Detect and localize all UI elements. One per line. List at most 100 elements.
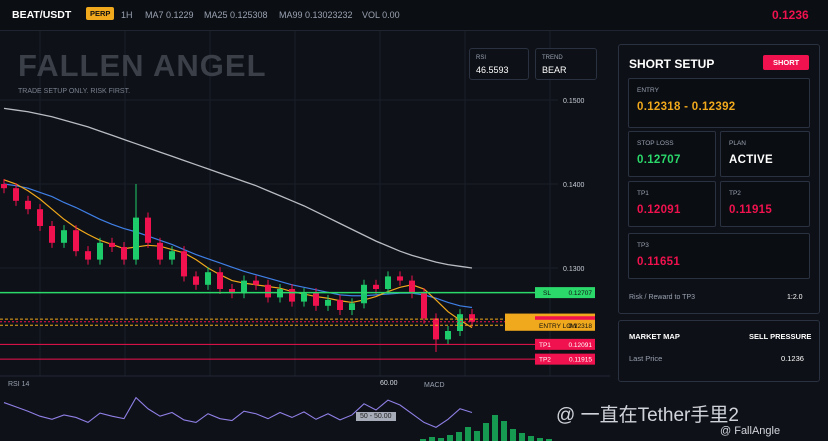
candle-body xyxy=(181,251,187,277)
candle-body xyxy=(217,272,223,289)
candle-body xyxy=(241,280,247,294)
candle-body xyxy=(301,293,307,302)
plan-box: PLAN ACTIVE xyxy=(720,131,810,177)
candle-body xyxy=(133,217,139,260)
subtitle: TRADE SETUP ONLY. RISK FIRST. xyxy=(18,88,131,95)
setup-title: SHORT SETUP xyxy=(629,57,715,71)
value: ACTIVE xyxy=(729,154,773,166)
value: 0.12707 xyxy=(637,154,681,166)
candle-body xyxy=(1,184,7,189)
value: 0.12318 - 0.12392 xyxy=(637,101,736,113)
candle-body xyxy=(289,289,295,302)
level-value: 0.12318 xyxy=(569,323,593,330)
trend-box: TREND BEAR xyxy=(535,48,597,80)
watermark: @ 一直在Tether手里2 xyxy=(556,405,739,426)
y-tick-label: 0.1500 xyxy=(563,98,585,105)
label: PLAN xyxy=(729,140,746,147)
label: STOP LOSS xyxy=(637,140,674,147)
candle-body xyxy=(37,209,43,226)
level-tag-bg xyxy=(505,319,595,331)
label: TP1 xyxy=(637,190,649,197)
entry-box: ENTRY 0.12318 - 0.12392 xyxy=(628,78,810,128)
candle-body xyxy=(373,284,379,289)
candle-body xyxy=(433,318,439,340)
level-name: ENTRY LOW xyxy=(539,323,578,330)
value: 0.12091 xyxy=(637,204,681,216)
level-name: SL xyxy=(543,290,551,297)
level-value: 0.12707 xyxy=(569,290,593,297)
macd-bar xyxy=(456,432,462,441)
macd-bar xyxy=(483,423,489,441)
macd-bar xyxy=(537,438,543,441)
price: 0.1236 xyxy=(772,8,809,22)
macd-title: MACD xyxy=(424,382,445,389)
candle-body xyxy=(49,226,55,243)
candle-body xyxy=(313,293,319,306)
macd-bar xyxy=(465,427,471,441)
candle-body xyxy=(253,280,259,285)
label: RSI xyxy=(476,55,487,61)
map-right: SELL PRESSURE xyxy=(749,332,812,341)
level-tag-bg xyxy=(535,353,595,365)
tp3-box: TP3 0.11651 xyxy=(628,233,810,279)
candle-body xyxy=(61,230,67,243)
label: TP3 xyxy=(637,242,649,249)
candle-body xyxy=(325,299,331,306)
macd-bar xyxy=(510,429,516,441)
candle-body xyxy=(193,276,199,285)
badge: PERP xyxy=(86,7,115,20)
candle-body xyxy=(445,331,451,340)
level-tag: TP1 0.12091 xyxy=(535,338,595,350)
label: TP2 xyxy=(729,190,741,197)
ma25: MA25 0.125308 xyxy=(204,10,268,20)
macd-bar xyxy=(438,438,444,441)
ma-line xyxy=(3,107,473,269)
level-tag-bg xyxy=(535,338,595,350)
y-tick-label: 0.1300 xyxy=(563,266,585,273)
level-tag: TP2 0.11915 xyxy=(535,353,595,365)
candle-body xyxy=(337,299,343,310)
last-value: 0.1236 xyxy=(781,354,804,363)
watermark-title: FALLEN ANGEL xyxy=(18,48,267,83)
candle-body xyxy=(385,276,391,289)
rr-label: Risk / Reward to TP3 xyxy=(629,294,696,301)
candle-body xyxy=(409,280,415,294)
setup-panel: SHORT SETUP SHORT ENTRY 0.12318 - 0.12392… xyxy=(618,44,820,314)
watermark-sub: @ FallAngle xyxy=(720,425,781,437)
ma99: MA99 0.13023232 xyxy=(279,10,353,20)
top-bar: BEAT/USDT PERP 1H MA7 0.1229 MA25 0.1253… xyxy=(0,0,828,31)
vol: VOL 0.00 xyxy=(362,10,400,20)
last-label: Last Price xyxy=(629,354,663,363)
ma7: MA7 0.1229 xyxy=(145,10,194,20)
rsi-level: 60.00 xyxy=(380,380,398,387)
candle-body xyxy=(397,276,403,281)
candle-body xyxy=(421,293,427,319)
candle-body xyxy=(25,200,31,210)
macd-bar xyxy=(501,421,507,441)
level-tag-bg xyxy=(535,287,595,299)
macd-bar xyxy=(528,436,534,441)
ma-line xyxy=(3,183,473,309)
candle-body xyxy=(265,284,271,298)
rr-value: 1:2.0 xyxy=(787,294,803,301)
level-name: TP1 xyxy=(539,342,551,349)
y-tick-label: 0.1400 xyxy=(563,182,585,189)
tp1-box: TP1 0.12091 xyxy=(628,181,716,227)
rsi-line xyxy=(3,396,473,428)
rsi-mid: 50 - 50.00 xyxy=(356,412,396,421)
rsi-title: RSI 14 xyxy=(8,381,30,388)
candle-body xyxy=(169,251,175,260)
level-value: 0.11915 xyxy=(569,357,592,364)
value: 0.11651 xyxy=(637,256,681,268)
candle-body xyxy=(13,188,19,201)
short-badge[interactable]: SHORT xyxy=(763,55,810,70)
macd-bar xyxy=(546,439,552,441)
value: 0.11915 xyxy=(729,204,773,216)
interval[interactable]: 1H xyxy=(121,10,133,20)
macd-bar xyxy=(420,439,426,441)
candle-body xyxy=(157,242,163,260)
tp2-box: TP2 0.11915 xyxy=(720,181,810,227)
ma-line xyxy=(3,179,473,329)
